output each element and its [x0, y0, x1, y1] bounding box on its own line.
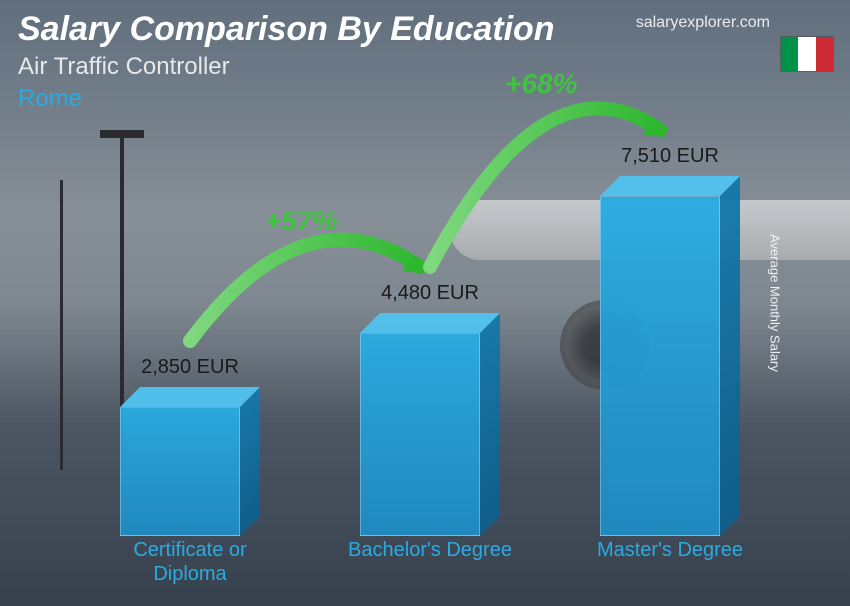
- bar-side: [240, 387, 260, 536]
- bar-side: [480, 313, 500, 536]
- bar-category-label: Bachelor's Degree: [340, 538, 520, 562]
- bar-side: [720, 176, 740, 536]
- bar-category-label: Master's Degree: [580, 538, 760, 562]
- bar-value-label: 7,510 EUR: [590, 145, 750, 168]
- flag-stripe: [781, 37, 798, 71]
- increase-pct-label: +57%: [265, 205, 337, 237]
- bar-front: [120, 407, 240, 536]
- bar-top: [360, 313, 500, 333]
- increase-pct-label: +68%: [505, 68, 577, 100]
- bg-light-bar: [100, 130, 144, 138]
- flag-italy: [780, 36, 834, 72]
- flag-stripe: [798, 37, 815, 71]
- bar-value-label: 4,480 EUR: [350, 282, 510, 305]
- flag-stripe: [816, 37, 833, 71]
- bar-chart: 2,850 EURCertificate or Diploma4,480 EUR…: [60, 150, 770, 536]
- bar-front: [360, 333, 480, 536]
- watermark: salaryexplorer.com: [636, 14, 770, 32]
- bar-category-label: Certificate or Diploma: [100, 538, 280, 586]
- bar-top: [120, 387, 260, 407]
- bar-top: [600, 176, 740, 196]
- bar-front: [600, 196, 720, 536]
- location: Rome: [18, 85, 832, 113]
- job-title: Air Traffic Controller: [18, 53, 832, 81]
- bar-value-label: 2,850 EUR: [110, 356, 270, 379]
